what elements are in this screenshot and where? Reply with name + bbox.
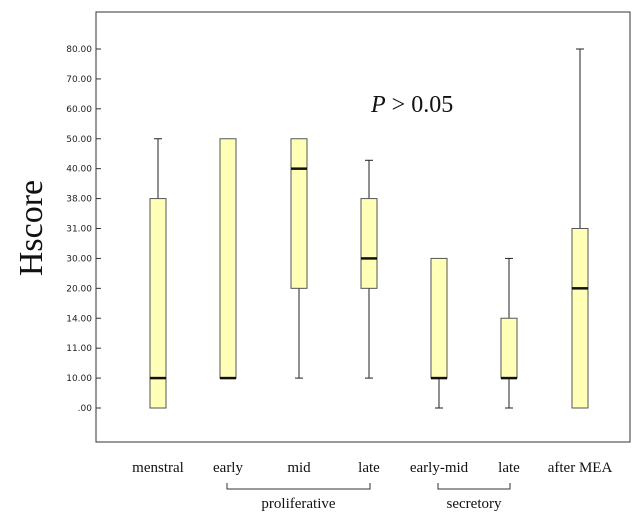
box-early-mid xyxy=(430,257,448,409)
iqr-box xyxy=(571,228,589,409)
group-bracket-proliferative: proliferative xyxy=(226,483,371,512)
iqr-box xyxy=(360,198,378,289)
x-category-label: late xyxy=(498,460,520,476)
y-tick-label: 50.00 xyxy=(66,135,92,145)
group-label: proliferative xyxy=(261,496,335,512)
bracket-line xyxy=(226,483,371,490)
x-category-label: late xyxy=(358,460,380,476)
y-tick-label: 11.00 xyxy=(66,344,92,354)
box-after-MEA xyxy=(571,48,589,409)
y-tick-label: .00 xyxy=(78,404,93,414)
y-tick-label: 14.00 xyxy=(66,314,92,324)
y-tick-label: 30.00 xyxy=(66,254,92,264)
y-tick-label: 20.00 xyxy=(66,284,92,294)
bracket-line xyxy=(437,483,511,490)
iqr-box xyxy=(290,138,308,289)
p-value-text: > 0.05 xyxy=(386,92,454,118)
p-symbol: P xyxy=(370,92,386,118)
x-category-label: after MEA xyxy=(548,460,613,476)
box-early xyxy=(219,138,237,380)
iqr-box xyxy=(219,138,237,379)
group-label: secretory xyxy=(447,496,502,512)
iqr-box xyxy=(149,198,167,409)
y-tick-label: 10.00 xyxy=(66,374,92,384)
y-tick-label: 70.00 xyxy=(66,75,92,85)
box-menstral xyxy=(149,138,167,409)
iqr-box xyxy=(500,317,518,379)
y-tick-label: 80.00 xyxy=(66,45,92,55)
significance-annotation: P > 0.05 xyxy=(370,92,453,118)
box-late xyxy=(500,257,518,409)
y-tick-label: 38.00 xyxy=(66,195,92,205)
y-axis-label: Hscore xyxy=(13,180,50,276)
x-category-label: early-mid xyxy=(410,460,469,476)
y-tick-label: 31.00 xyxy=(66,225,92,235)
box-mid xyxy=(290,138,308,379)
y-tick-label: 60.00 xyxy=(66,105,92,115)
x-category-label: menstral xyxy=(132,460,184,476)
box-late xyxy=(360,159,378,379)
x-category-label: early xyxy=(213,460,243,476)
y-tick-label: 40.00 xyxy=(66,165,92,175)
x-category-label: mid xyxy=(287,460,311,476)
iqr-box xyxy=(430,257,448,379)
plot-area-frame xyxy=(95,11,631,443)
group-bracket-secretory: secretory xyxy=(437,483,511,512)
